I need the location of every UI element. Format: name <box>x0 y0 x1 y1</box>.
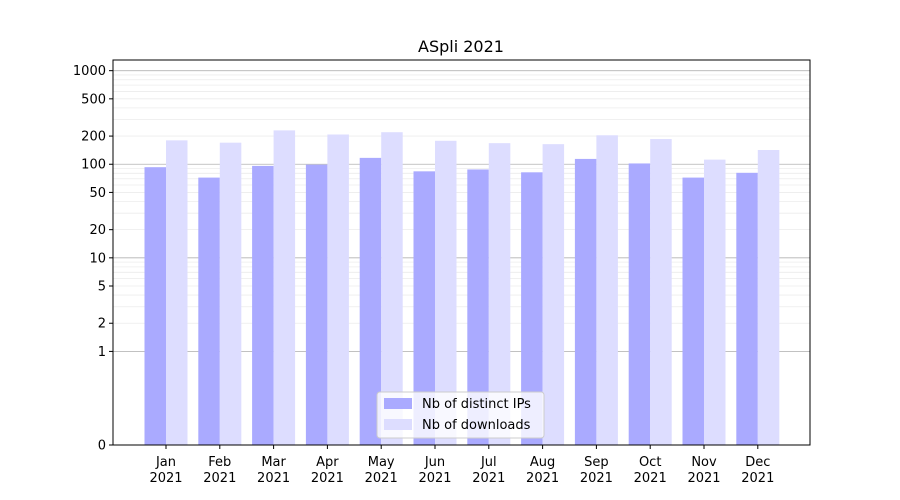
bar-distinct-ips <box>736 172 758 445</box>
bar-downloads <box>488 143 511 445</box>
x-tick-label-year: 2021 <box>257 471 290 486</box>
x-tick-label-month: Mar <box>261 455 286 470</box>
bar-distinct-ips <box>682 177 704 446</box>
legend-label-downloads: Nb of downloads <box>422 418 531 433</box>
legend-label-distinct-ips: Nb of distinct IPs <box>422 397 531 412</box>
x-tick-label-year: 2021 <box>472 471 505 486</box>
x-tick-label-month: May <box>368 455 395 470</box>
x-tick-label-month: Nov <box>691 455 717 470</box>
x-tick-label-month: Dec <box>745 455 770 470</box>
bar-downloads <box>381 132 403 445</box>
x-axis: Jan2021Feb2021Mar2021Apr2021May2021Jun20… <box>149 445 774 486</box>
bar-distinct-ips <box>521 172 543 446</box>
bar-distinct-ips <box>628 163 651 445</box>
x-tick-label-year: 2021 <box>580 471 613 486</box>
y-tick-label: 20 <box>89 223 106 238</box>
bar-downloads <box>435 140 457 445</box>
x-tick-label-month: Jan <box>155 455 176 470</box>
x-tick-label-year: 2021 <box>365 471 398 486</box>
y-tick-label: 1000 <box>73 64 106 79</box>
legend: Nb of distinct IPs Nb of downloads <box>376 391 545 439</box>
bar-distinct-ips <box>359 157 382 446</box>
bar-downloads <box>704 159 726 445</box>
y-tick-label: 5 <box>98 280 106 295</box>
bar-distinct-ips <box>467 169 489 446</box>
x-tick-label-year: 2021 <box>311 471 344 486</box>
bar-downloads <box>542 144 565 445</box>
plot-area-frame <box>112 59 811 446</box>
x-tick-label-year: 2021 <box>149 471 182 486</box>
bar-downloads <box>757 149 780 445</box>
y-tick-label: 1 <box>98 345 106 360</box>
bar-downloads <box>219 142 242 445</box>
y-tick-label: 10 <box>89 251 106 266</box>
y-tick-label: 0 <box>98 439 106 454</box>
x-tick-label-month: Apr <box>316 455 339 470</box>
y-tick-label: 2 <box>98 317 106 332</box>
x-tick-label-year: 2021 <box>418 471 451 486</box>
bars <box>144 130 780 446</box>
legend-swatch-downloads <box>384 419 412 430</box>
y-tick-label: 200 <box>81 130 106 145</box>
legend-frame <box>376 391 545 439</box>
x-tick-label-month: Oct <box>639 455 661 470</box>
y-tick-label: 100 <box>81 158 106 173</box>
bar-distinct-ips <box>198 177 220 446</box>
y-tick-label: 50 <box>89 186 106 201</box>
x-tick-label-year: 2021 <box>741 471 774 486</box>
bar-distinct-ips <box>305 164 328 445</box>
x-tick-label-year: 2021 <box>203 471 236 486</box>
bar-downloads <box>327 134 349 445</box>
x-tick-label-month: Sep <box>584 455 609 470</box>
x-tick-label-month: Jul <box>480 455 497 470</box>
bar-distinct-ips <box>574 158 597 446</box>
bar-downloads <box>166 140 188 445</box>
legend-swatch-distinct-ips <box>384 398 412 409</box>
x-tick-label-month: Feb <box>208 455 231 470</box>
bar-distinct-ips <box>252 165 274 445</box>
bar-downloads <box>273 130 296 446</box>
bar-distinct-ips <box>144 167 166 446</box>
bar-downloads <box>650 139 672 445</box>
y-axis: 0 1 2 5 10 20 50 100 200 500 1000 <box>73 64 113 454</box>
x-tick-label-year: 2021 <box>687 471 720 486</box>
bar-downloads <box>596 135 618 445</box>
x-tick-label-year: 2021 <box>526 471 559 486</box>
x-tick-label-year: 2021 <box>634 471 667 486</box>
x-tick-label-month: Jun <box>424 455 445 470</box>
chart-title: ASpli 2021 <box>418 37 504 56</box>
y-tick-label: 500 <box>81 92 106 107</box>
x-tick-label-month: Aug <box>530 455 555 470</box>
bar-distinct-ips <box>413 171 435 445</box>
